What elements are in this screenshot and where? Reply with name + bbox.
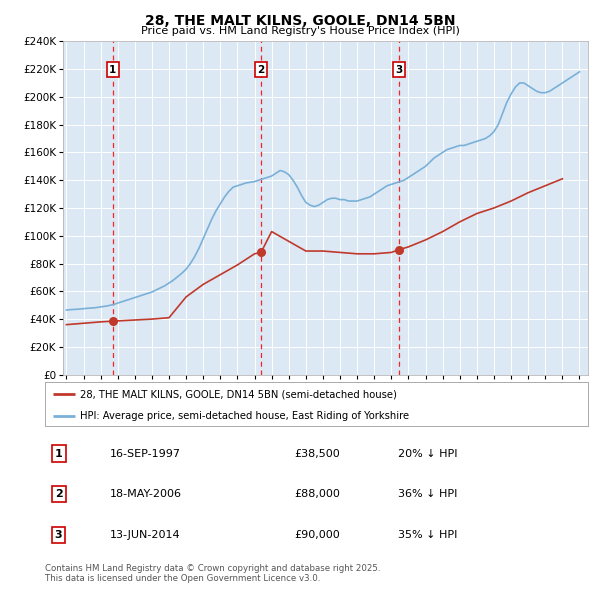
Text: 20% ↓ HPI: 20% ↓ HPI	[398, 448, 457, 458]
Text: £88,000: £88,000	[295, 489, 341, 499]
Text: 28, THE MALT KILNS, GOOLE, DN14 5BN (semi-detached house): 28, THE MALT KILNS, GOOLE, DN14 5BN (sem…	[80, 389, 397, 399]
Text: 18-MAY-2006: 18-MAY-2006	[110, 489, 182, 499]
Text: Contains HM Land Registry data © Crown copyright and database right 2025.
This d: Contains HM Land Registry data © Crown c…	[45, 564, 380, 583]
Text: 35% ↓ HPI: 35% ↓ HPI	[398, 530, 457, 540]
Text: 3: 3	[55, 530, 62, 540]
Text: 36% ↓ HPI: 36% ↓ HPI	[398, 489, 457, 499]
Text: 1: 1	[55, 448, 62, 458]
Text: 16-SEP-1997: 16-SEP-1997	[110, 448, 181, 458]
Text: 28, THE MALT KILNS, GOOLE, DN14 5BN: 28, THE MALT KILNS, GOOLE, DN14 5BN	[145, 14, 455, 28]
Text: 2: 2	[257, 65, 265, 74]
Text: £38,500: £38,500	[295, 448, 341, 458]
Text: 3: 3	[395, 65, 403, 74]
Text: HPI: Average price, semi-detached house, East Riding of Yorkshire: HPI: Average price, semi-detached house,…	[80, 411, 409, 421]
Text: 2: 2	[55, 489, 62, 499]
Text: 1: 1	[109, 65, 116, 74]
Text: £90,000: £90,000	[295, 530, 341, 540]
Text: 13-JUN-2014: 13-JUN-2014	[110, 530, 181, 540]
Text: Price paid vs. HM Land Registry's House Price Index (HPI): Price paid vs. HM Land Registry's House …	[140, 26, 460, 35]
